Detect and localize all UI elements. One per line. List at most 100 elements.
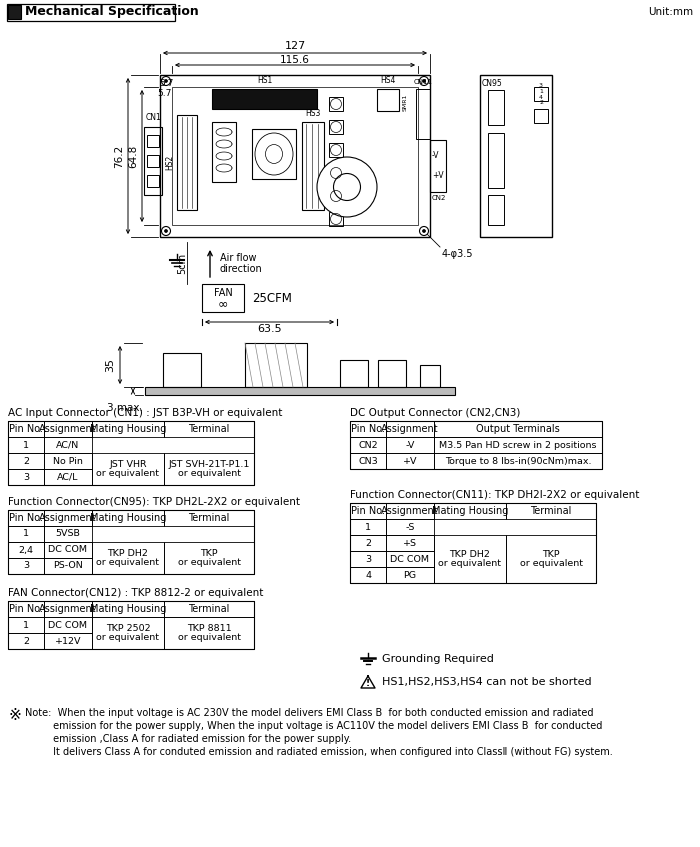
Text: +S: +S: [403, 539, 417, 547]
Text: Pin No.: Pin No.: [9, 604, 43, 614]
Text: 35: 35: [105, 358, 115, 372]
Text: Terminal: Terminal: [188, 424, 230, 434]
Text: Assignment: Assignment: [382, 506, 439, 516]
Bar: [350, 437, 386, 453]
Bar: [386, 453, 434, 469]
Text: Assignment: Assignment: [382, 424, 439, 434]
Text: 25CFM: 25CFM: [252, 291, 292, 305]
Bar: [164, 510, 254, 526]
Text: CN2: CN2: [432, 195, 447, 201]
Text: ※: ※: [8, 708, 21, 723]
Text: AC/L: AC/L: [57, 473, 78, 481]
Bar: [8, 510, 44, 526]
Text: or equivalent: or equivalent: [519, 559, 582, 567]
Bar: [8, 526, 44, 542]
Bar: [8, 421, 44, 437]
Bar: [420, 365, 440, 387]
Bar: [145, 387, 455, 395]
Text: -V: -V: [432, 151, 440, 159]
Bar: [350, 519, 386, 535]
Text: +V: +V: [432, 170, 444, 180]
Text: 64.8: 64.8: [128, 144, 138, 168]
Bar: [8, 558, 44, 574]
Text: TKP 2502: TKP 2502: [106, 624, 150, 634]
Text: PG: PG: [403, 571, 416, 579]
Text: +V: +V: [402, 457, 417, 466]
Text: TKP DH2: TKP DH2: [449, 551, 491, 559]
Text: 1: 1: [23, 621, 29, 629]
Text: 1: 1: [365, 523, 371, 532]
Text: JST SVH-21T-P1.1: JST SVH-21T-P1.1: [168, 460, 250, 469]
Text: CN11: CN11: [414, 79, 433, 85]
Bar: [147, 135, 159, 147]
Bar: [329, 212, 343, 226]
Bar: [44, 601, 92, 617]
Bar: [8, 617, 44, 633]
Bar: [350, 503, 596, 583]
Bar: [163, 353, 201, 387]
Text: 76.2: 76.2: [114, 144, 124, 168]
Circle shape: [317, 157, 377, 217]
Text: or equivalent: or equivalent: [97, 633, 160, 642]
Bar: [506, 503, 596, 519]
Text: 5VSB: 5VSB: [55, 529, 80, 539]
Text: 1: 1: [23, 529, 29, 539]
Text: It delivers Class A for conduted emission and radiated emission, when configured: It delivers Class A for conduted emissio…: [25, 747, 612, 757]
Bar: [386, 567, 434, 583]
Text: CN95: CN95: [482, 79, 503, 87]
Text: CN3: CN3: [358, 457, 378, 466]
Bar: [350, 421, 386, 437]
Text: HS2: HS2: [165, 155, 174, 170]
Text: Pin No.: Pin No.: [351, 424, 385, 434]
Text: Pin No.: Pin No.: [9, 513, 43, 523]
Text: Mating Housing: Mating Housing: [90, 424, 166, 434]
Text: 63.5: 63.5: [257, 324, 282, 334]
Text: -V: -V: [405, 440, 414, 450]
Circle shape: [423, 230, 426, 232]
Text: or equivalent: or equivalent: [178, 633, 241, 642]
Text: Note:  When the input voltage is AC 230V the model delivers EMI Class B  for bot: Note: When the input voltage is AC 230V …: [25, 708, 594, 718]
Text: HS4: HS4: [380, 76, 395, 85]
Bar: [329, 120, 343, 134]
Text: HS3: HS3: [305, 109, 321, 118]
Bar: [164, 617, 254, 649]
Text: No Pin: No Pin: [53, 457, 83, 466]
Text: HS1,HS2,HS3,HS4 can not be shorted: HS1,HS2,HS3,HS4 can not be shorted: [382, 677, 592, 687]
Bar: [480, 75, 552, 237]
Text: AC Input Connector (CN1) : JST B3P-VH or equivalent: AC Input Connector (CN1) : JST B3P-VH or…: [8, 408, 282, 418]
Text: Mechanical Specification: Mechanical Specification: [25, 5, 199, 19]
Bar: [212, 89, 317, 109]
Bar: [44, 633, 92, 649]
Bar: [329, 143, 343, 157]
Bar: [488, 90, 504, 125]
Circle shape: [164, 80, 167, 82]
Text: Assignment: Assignment: [39, 604, 97, 614]
Text: CN2: CN2: [358, 440, 378, 450]
Bar: [7, 4, 175, 21]
Text: 3: 3: [365, 555, 371, 563]
Text: Terminal: Terminal: [188, 604, 230, 614]
Bar: [8, 437, 44, 453]
Bar: [44, 526, 92, 542]
Bar: [92, 601, 164, 617]
Bar: [44, 421, 92, 437]
Bar: [350, 453, 386, 469]
Text: SMR1: SMR1: [402, 93, 407, 111]
Text: 1: 1: [23, 440, 29, 450]
Bar: [506, 535, 596, 583]
Circle shape: [162, 226, 171, 235]
Bar: [44, 453, 92, 469]
Text: Air flow
direction: Air flow direction: [220, 252, 262, 274]
Bar: [44, 558, 92, 574]
Bar: [8, 633, 44, 649]
Bar: [302, 122, 324, 210]
Text: 5cm: 5cm: [177, 252, 187, 274]
Bar: [8, 453, 44, 469]
Bar: [434, 437, 602, 453]
Text: Output Terminals: Output Terminals: [476, 424, 560, 434]
Bar: [488, 195, 504, 225]
Text: FAN Connector(CN12) : TKP 8812-2 or equivalent: FAN Connector(CN12) : TKP 8812-2 or equi…: [8, 588, 263, 598]
Text: FAN: FAN: [214, 288, 232, 298]
Bar: [350, 421, 602, 469]
Bar: [44, 510, 92, 526]
